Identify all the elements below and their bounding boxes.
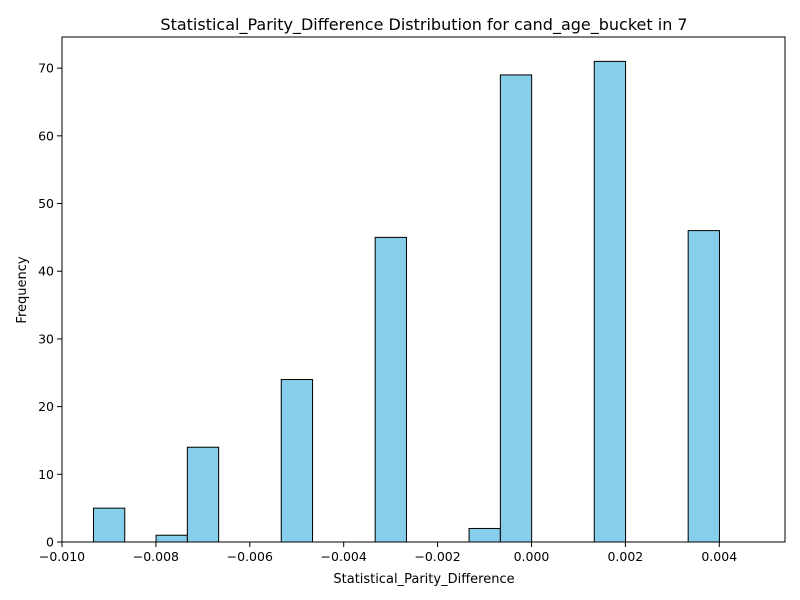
x-tick-label: 0.000 xyxy=(514,549,550,564)
y-tick-label: 40 xyxy=(38,264,54,279)
x-tick-label: −0.004 xyxy=(321,549,367,564)
histogram-bar xyxy=(468,527,501,543)
x-tick-label: 0.004 xyxy=(701,549,737,564)
histogram-bar xyxy=(155,534,188,543)
y-tick-label: 50 xyxy=(38,196,54,211)
y-tick-label: 10 xyxy=(38,467,54,482)
plot-frame xyxy=(61,36,786,543)
x-tick-label: −0.008 xyxy=(133,549,179,564)
x-tick-label: −0.002 xyxy=(414,549,460,564)
bars-group xyxy=(92,60,720,543)
histogram-bar xyxy=(186,446,220,543)
chart-title: Statistical_Parity_Difference Distributi… xyxy=(160,15,687,35)
y-tick-label: 30 xyxy=(38,331,54,346)
x-tick-label: 0.002 xyxy=(607,549,643,564)
y-tick-label: 60 xyxy=(38,128,54,143)
histogram-bar xyxy=(280,379,314,543)
y-axis: 0 10 20 30 40 50 60 70 xyxy=(38,61,62,550)
histogram-bar xyxy=(374,236,407,543)
y-tick-label: 20 xyxy=(38,399,54,414)
x-axis-label: Statistical_Parity_Difference xyxy=(333,572,514,587)
x-tick-label: −0.006 xyxy=(227,549,273,564)
y-tick-label: 0 xyxy=(46,535,54,550)
y-axis-label: Frequency xyxy=(15,256,30,323)
x-axis: −0.010 −0.008 −0.006 −0.004 −0.002 0.000 0.002… xyxy=(39,542,737,564)
histogram-bar xyxy=(92,507,126,543)
histogram-bar xyxy=(499,74,533,543)
y-tick-label: 70 xyxy=(38,61,54,76)
x-tick-label: −0.010 xyxy=(39,549,85,564)
histogram-bar xyxy=(593,60,627,543)
histogram-bar xyxy=(687,230,720,543)
